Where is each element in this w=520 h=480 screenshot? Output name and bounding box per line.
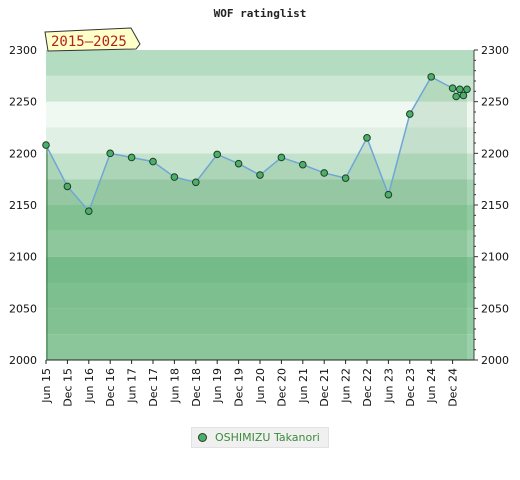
x-tick-label: Dec 24 [447, 368, 460, 407]
data-point [85, 207, 93, 215]
legend: OSHIMIZU Takanori [191, 427, 329, 448]
x-tick-label: Jun 16 [83, 368, 96, 404]
data-point [456, 85, 464, 94]
x-tick-label: Jun 20 [254, 368, 267, 404]
x-tick-label: Dec 16 [104, 368, 117, 407]
y-tick-label-right: 2150 [481, 199, 509, 212]
period-badge: 2015–2025 [44, 27, 141, 52]
data-point [320, 169, 329, 177]
area-fill [46, 76, 467, 360]
y-tick-label-left: 2000 [9, 354, 37, 367]
rating-band [46, 179, 474, 205]
x-tick-label: Dec 18 [190, 368, 203, 407]
data-point [299, 160, 307, 169]
data-point [63, 182, 72, 191]
y-tick-label-right: 2300 [481, 44, 509, 57]
y-tick-label-left: 2300 [9, 44, 37, 57]
data-point [170, 173, 179, 181]
rating-band [46, 308, 474, 335]
y-tick-label-right: 2050 [481, 302, 509, 315]
x-tick-label: Dec 21 [318, 368, 331, 407]
rating-band [46, 256, 474, 283]
rating-band [46, 50, 474, 76]
data-point [192, 178, 200, 187]
x-tick-label: Jun 23 [382, 368, 395, 404]
x-tick-label: Dec 15 [61, 368, 74, 407]
x-tick-label: Jun 19 [211, 368, 224, 404]
data-point [363, 134, 371, 142]
rating-band [46, 230, 474, 257]
area-under-line [46, 76, 467, 360]
data-point [106, 149, 114, 158]
data-point [427, 73, 436, 81]
data-point [127, 153, 136, 162]
data-point [277, 153, 286, 162]
y-axis-right: 2000 2050 2100 2150 2200 2250 2300 [474, 44, 509, 367]
rating-band [46, 205, 474, 231]
data-point [384, 190, 393, 199]
y-tick-label-left: 2250 [9, 96, 37, 109]
rating-band [46, 75, 474, 102]
data-point [42, 141, 50, 149]
y-tick-label-left: 2100 [9, 251, 37, 264]
data-point [452, 92, 461, 101]
y-tick-label-left: 2150 [9, 199, 37, 212]
y-tick-label-left: 2200 [9, 147, 37, 160]
x-tick-label: Dec 19 [233, 368, 246, 407]
data-point [234, 159, 243, 168]
rating-band [46, 282, 474, 309]
x-tick-label: Jun 24 [425, 368, 438, 404]
y-tick-label-left: 2050 [9, 302, 37, 315]
x-tick-label: Dec 17 [147, 368, 160, 407]
data-point [341, 174, 350, 182]
data-points [42, 73, 471, 215]
y-tick-label-right: 2200 [481, 147, 509, 160]
chart-title: WOF ratinglist [214, 7, 307, 20]
data-point [406, 110, 414, 118]
y-tick-label-right: 2100 [481, 251, 509, 264]
x-tick-label: Dec 20 [275, 368, 288, 407]
x-tick-label: Dec 22 [361, 368, 374, 407]
y-tick-label-right: 2250 [481, 96, 509, 109]
data-point [256, 171, 264, 179]
x-tick-label: Jun 17 [126, 368, 139, 404]
rating-band [46, 101, 474, 128]
data-point [463, 85, 471, 94]
x-tick-label: Dec 23 [404, 368, 417, 407]
data-point [213, 150, 221, 159]
data-point [448, 84, 457, 93]
y-axis-left: 2000 2050 2100 2150 2200 2250 2300 [9, 44, 37, 367]
x-tick-label: Jun 15 [40, 368, 53, 404]
x-tick-label: Jun 22 [340, 368, 353, 404]
x-tick-label: Jun 18 [168, 368, 181, 404]
data-point [459, 91, 468, 100]
data-point [149, 157, 157, 166]
legend-marker-icon [198, 433, 207, 442]
legend-label: OSHIMIZU Takanori [215, 431, 320, 444]
rating-band [46, 334, 474, 360]
period-badge-text: 2015–2025 [51, 34, 127, 50]
x-axis: Jun 15 Dec 15 Jun 16 Dec 16 Jun 17 Dec 17 Jun … [40, 360, 460, 407]
y-tick-label-right: 2000 [481, 354, 509, 367]
x-tick-label: Jun 21 [297, 368, 310, 404]
